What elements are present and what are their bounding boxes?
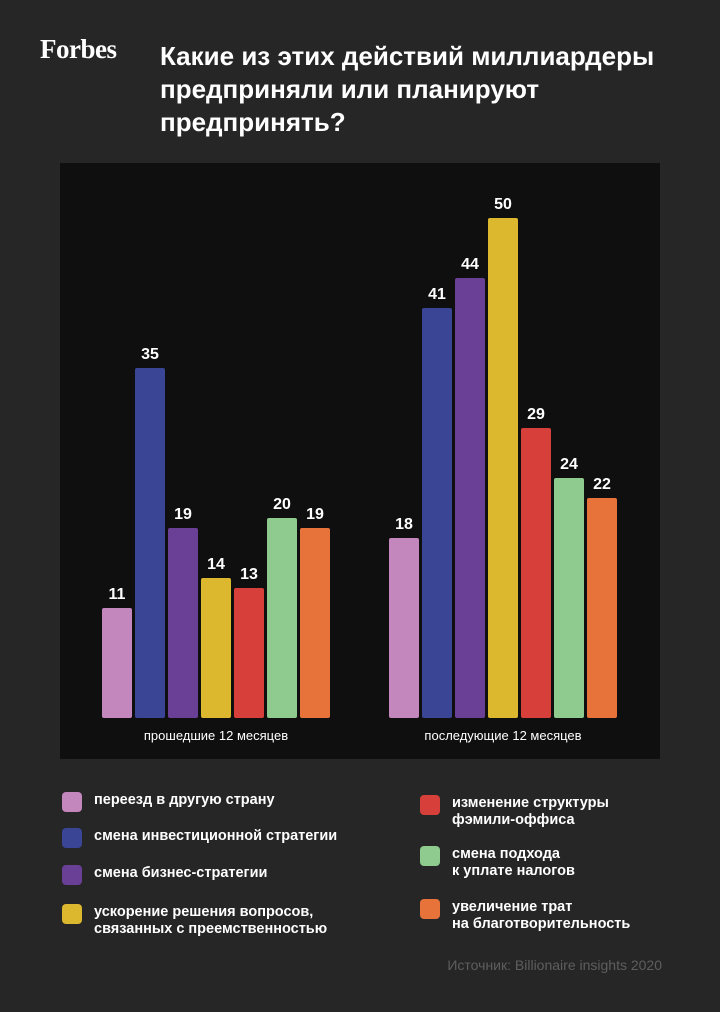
legend-item: увеличение трат на благотворительность (420, 899, 630, 933)
bar-value-label: 11 (109, 586, 126, 603)
bar-2-2 (422, 308, 452, 718)
bar-value-label: 13 (240, 566, 258, 583)
forbes-logo: Forbes (40, 34, 117, 64)
legend-swatch (62, 792, 82, 812)
legend-label: смена инвестиционной стратегии (94, 828, 338, 844)
bar-value-label: 41 (428, 286, 446, 303)
legend-label: смена подхода к уплате налогов (452, 846, 575, 879)
bar-value-label: 50 (494, 196, 512, 213)
bar-value-label: 44 (461, 256, 479, 273)
bar-1-1 (102, 608, 132, 718)
legend-item: переезд в другую страну (62, 792, 275, 812)
legend-item: ускорение решения вопросов, связанных с … (62, 904, 327, 938)
category-label: прошедшие 12 месяцев (144, 728, 288, 743)
bar-value-label: 20 (273, 496, 291, 513)
bar-value-label: 35 (141, 346, 159, 363)
legend-item: смена подхода к уплате налогов (420, 846, 575, 880)
bar-value-label: 19 (174, 506, 192, 523)
bar-1-5 (234, 588, 264, 718)
legend-swatch (62, 904, 82, 924)
legend-label: ускорение решения вопросов, связанных с … (94, 904, 328, 937)
legend-swatch (420, 795, 440, 815)
bar-value-label: 24 (560, 456, 578, 473)
bar-1-4 (201, 578, 231, 718)
legend-label: переезд в другую страну (94, 792, 275, 808)
bar-1-6 (267, 518, 297, 718)
source-note: Источник: Billionaire insights 2020 (447, 957, 662, 973)
page-title: Какие из этих действий миллиардеры предп… (160, 41, 655, 137)
legend-item: изменение структуры фэмили-оффиса (420, 795, 609, 829)
bar-value-label: 14 (207, 556, 225, 573)
legend-swatch (62, 828, 82, 848)
bar-1-2 (135, 368, 165, 718)
bar-2-1 (389, 538, 419, 718)
bar-value-label: 29 (527, 406, 545, 423)
bar-chart: 11 35 19 14 13 20 19 прошедшие 12 месяцев 18 41 44… (60, 163, 660, 759)
legend-label: изменение структуры фэмили-оффиса (452, 795, 609, 828)
bar-value-label: 18 (395, 516, 413, 533)
legend-swatch (420, 899, 440, 919)
category-label: последующие 12 месяцев (424, 728, 581, 743)
legend-label: увеличение трат на благотворительность (452, 899, 631, 932)
bar-value-label: 22 (593, 476, 611, 493)
bar-2-3 (455, 278, 485, 718)
legend-swatch (420, 846, 440, 866)
bar-2-5 (521, 428, 551, 718)
chart-svg: 11 35 19 14 13 20 19 прошедшие 12 месяцев 18 41 44… (60, 163, 660, 759)
bar-value-label: 19 (306, 506, 324, 523)
bar-1-7 (300, 528, 330, 718)
bar-2-7 (587, 498, 617, 718)
legend-swatch (62, 865, 82, 885)
legend-label: смена бизнес-стратегии (94, 865, 268, 881)
bar-2-6 (554, 478, 584, 718)
legend-item: смена бизнес-стратегии (62, 865, 267, 885)
bar-2-4 (488, 218, 518, 718)
legend-item: смена инвестиционной стратегии (62, 828, 337, 848)
bar-1-3 (168, 528, 198, 718)
